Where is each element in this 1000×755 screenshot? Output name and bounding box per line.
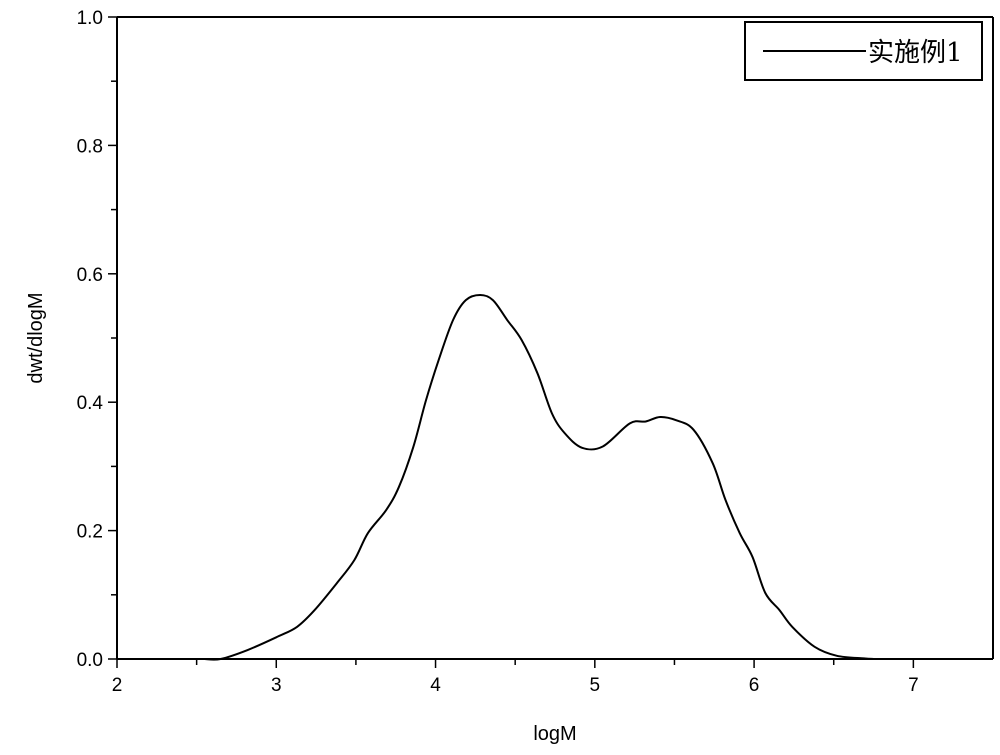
y-tick-label: 0.6 xyxy=(77,265,103,286)
legend-label: 实施例1 xyxy=(868,38,963,68)
x-tick-label: 6 xyxy=(749,675,760,696)
chart: 2 3 4 5 6 7 0.0 0.2 0.4 0.6 0.8 1.0 实施例1 logM dwt/d… xyxy=(0,0,1000,755)
x-tick-label: 3 xyxy=(271,675,282,696)
y-tick-label: 0.2 xyxy=(77,522,103,543)
x-tick-label: 2 xyxy=(112,675,123,696)
x-axis-title: logM xyxy=(533,723,576,745)
x-tick-label: 4 xyxy=(430,675,441,696)
y-tick-label: 0.0 xyxy=(77,650,103,671)
series-line xyxy=(205,295,874,660)
y-tick-label: 0.8 xyxy=(77,136,103,157)
y-axis-title: dwt/dlogM xyxy=(25,292,47,383)
x-tick-label: 7 xyxy=(908,675,919,696)
x-tick-label: 5 xyxy=(590,675,601,696)
y-tick-label: 0.4 xyxy=(77,393,104,414)
y-tick-label: 1.0 xyxy=(77,8,103,29)
legend: 实施例1 xyxy=(745,22,982,80)
